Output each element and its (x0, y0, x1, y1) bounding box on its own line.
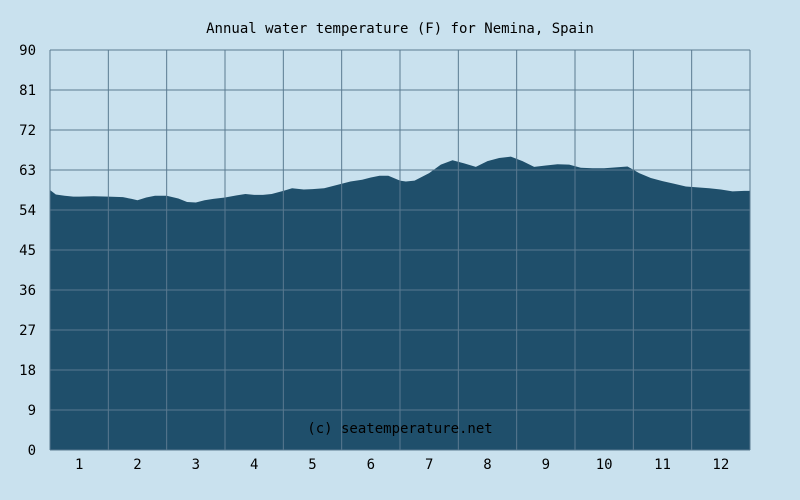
x-tick-label: 9 (542, 457, 550, 473)
y-tick-label: 54 (19, 203, 36, 219)
y-tick-label: 36 (19, 283, 36, 299)
y-tick-label: 0 (28, 443, 36, 459)
chart-title: Annual water temperature (F) for Nemina,… (206, 21, 594, 37)
y-tick-label: 72 (19, 123, 36, 139)
y-tick-label: 45 (19, 243, 36, 259)
y-tick-label: 81 (19, 83, 36, 99)
y-axis: 0 9 18 27 36 45 54 63 72 81 90 (19, 43, 36, 459)
x-tick-label: 6 (367, 457, 375, 473)
y-tick-label: 9 (28, 403, 36, 419)
x-axis: 1 2 3 4 5 6 7 8 9 10 11 12 (75, 457, 729, 473)
x-tick-label: 3 (192, 457, 200, 473)
watermark: (c) seatemperature.net (307, 421, 492, 437)
grid-layer (49, 49, 751, 451)
x-tick-label: 5 (308, 457, 316, 473)
x-tick-label: 7 (425, 457, 433, 473)
x-tick-label: 8 (483, 457, 491, 473)
x-tick-label: 10 (596, 457, 613, 473)
y-tick-label: 90 (19, 43, 36, 59)
y-tick-label: 18 (19, 363, 36, 379)
y-tick-label: 27 (19, 323, 36, 339)
x-tick-label: 2 (133, 457, 141, 473)
x-tick-label: 4 (250, 457, 258, 473)
x-tick-label: 12 (712, 457, 729, 473)
y-tick-label: 63 (19, 163, 36, 179)
x-tick-label: 1 (75, 457, 83, 473)
x-tick-label: 11 (654, 457, 671, 473)
